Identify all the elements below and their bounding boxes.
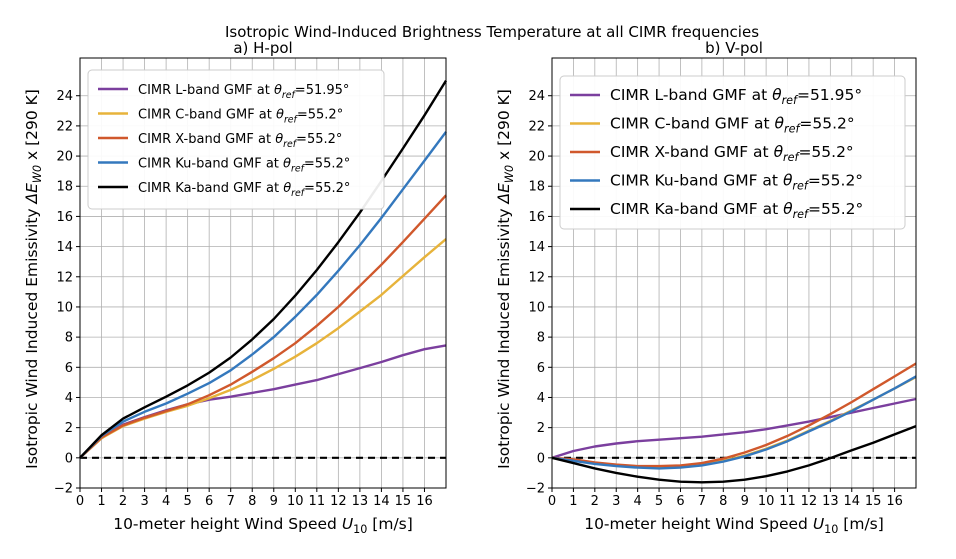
x-tick-label: 1 [97, 494, 105, 509]
x-tick-label: 4 [634, 494, 642, 509]
panel-title: a) H-pol [233, 39, 292, 57]
chart-legend: CIMR L-band GMF at θref=51.95° CIMR C-ban… [87, 69, 385, 210]
y-tick-label: 18 [528, 180, 545, 195]
y-tick-label: 2 [537, 421, 545, 436]
x-tick-label: 7 [227, 494, 235, 509]
x-tick-label: 1 [569, 494, 577, 509]
y-tick-label: 18 [56, 180, 73, 195]
x-tick-label: 2 [119, 494, 127, 509]
x-tick-label: 5 [655, 494, 663, 509]
series-line-c-band [79, 238, 447, 459]
y-tick-label: 12 [528, 270, 545, 285]
y-tick-label: 0 [537, 451, 545, 466]
y-tick-label: 24 [56, 89, 73, 104]
x-tick-label: 15 [395, 494, 412, 509]
x-tick-label: 11 [779, 494, 796, 509]
x-tick-label: 0 [548, 494, 556, 509]
panel-title: b) V-pol [705, 39, 763, 57]
x-tick-label: 4 [162, 494, 170, 509]
y-tick-label: 6 [65, 361, 73, 376]
series-line-l-band [551, 397, 917, 459]
y-tick-label: 12 [56, 270, 73, 285]
x-tick-label: 8 [719, 494, 727, 509]
y-tick-label: 24 [528, 89, 545, 104]
y-tick-label: 14 [528, 240, 545, 255]
chart-legend: CIMR L-band GMF at θref=51.95° CIMR C-ban… [559, 75, 906, 230]
series-line-c-band [551, 376, 917, 469]
x-tick-label: 3 [612, 494, 620, 509]
y-tick-label: 20 [528, 150, 545, 165]
y-tick-label: −2 [54, 482, 73, 497]
legend-entry-ka: CIMR Ka-band GMF at θref=55.2° [610, 200, 863, 221]
y-tick-label: 22 [56, 119, 73, 134]
x-tick-label: 16 [416, 494, 433, 509]
y-tick-label: 20 [56, 150, 73, 165]
chart-panel-h-pol: 0 1 2 3 4 5 6 7 8 9 10 11 12 13 14 15 16−202468101214161… [23, 39, 448, 536]
x-tick-label: 16 [886, 494, 903, 509]
y-tick-label: 16 [56, 210, 73, 225]
y-tick-label: 8 [65, 331, 73, 346]
y-tick-label: 16 [528, 210, 545, 225]
plot-frame [551, 57, 917, 489]
series-line-ka-band [551, 424, 917, 484]
series-line-ka-band [79, 79, 448, 459]
y-tick-label: 2 [65, 421, 73, 436]
x-tick-label: 11 [309, 494, 326, 509]
y-tick-label: 10 [56, 300, 73, 315]
x-tick-label: 5 [184, 494, 192, 509]
y-tick-label: 10 [528, 300, 545, 315]
x-tick-label: 13 [352, 494, 369, 509]
x-tick-label: 8 [248, 494, 256, 509]
x-tick-label: 0 [76, 494, 84, 509]
figure-suptitle: Isotropic Wind-Induced Brightness Temper… [225, 23, 759, 41]
x-tick-label: 14 [843, 494, 860, 509]
x-tick-label: 12 [801, 494, 818, 509]
series-line-ku-band [79, 131, 447, 459]
y-axis-label: Isotropic Wind Induced Emissivity ΔEW0 x… [23, 89, 44, 469]
x-tick-label: 7 [698, 494, 706, 509]
legend-entry-ku: CIMR Ku-band GMF at θref=55.2° [138, 157, 350, 175]
x-tick-label: 15 [865, 494, 882, 509]
x-axis-label: 10-meter height Wind Speed U10 [m/s] [584, 515, 884, 536]
x-tick-label: 2 [591, 494, 599, 509]
series-line-l-band [79, 344, 447, 459]
x-tick-label: 12 [330, 494, 347, 509]
y-tick-label: −2 [526, 482, 545, 497]
y-tick-label: 0 [65, 451, 73, 466]
x-tick-label: 9 [741, 494, 749, 509]
legend-entry-c: CIMR C-band GMF at θref=55.2° [138, 108, 343, 126]
legend-entry-ku: CIMR Ku-band GMF at θref=55.2° [610, 172, 863, 193]
series-line-x-band [79, 194, 447, 459]
x-tick-label: 6 [205, 494, 213, 509]
x-axis-label: 10-meter height Wind Speed U10 [m/s] [113, 515, 413, 536]
legend-box [87, 69, 385, 210]
x-tick-label: 13 [822, 494, 839, 509]
legend-entry-l: CIMR L-band GMF at θref=51.95° [610, 86, 862, 107]
series-line-x-band [551, 362, 917, 468]
y-axis-label: Isotropic Wind Induced Emissivity ΔEW0 x… [495, 89, 516, 469]
y-tick-label: 4 [537, 391, 545, 406]
chart-panel-v-pol: 0 1 2 3 4 5 6 7 8 9 10 11 12 13 14 15 16−202468101214161… [495, 39, 917, 536]
x-tick-label: 10 [758, 494, 775, 509]
x-tick-label: 14 [373, 494, 390, 509]
y-tick-label: 14 [56, 240, 73, 255]
x-tick-label: 10 [287, 494, 304, 509]
y-tick-label: 8 [537, 331, 545, 346]
y-tick-label: 4 [65, 391, 73, 406]
series-line-ku-band [551, 375, 917, 470]
y-tick-label: 22 [528, 119, 545, 134]
y-tick-label: 6 [537, 361, 545, 376]
x-tick-label: 3 [140, 494, 148, 509]
legend-entry-l: CIMR L-band GMF at θref=51.95° [138, 83, 349, 101]
legend-entry-x: CIMR X-band GMF at θref=55.2° [138, 132, 342, 150]
legend-entry-ka: CIMR Ka-band GMF at θref=55.2° [138, 181, 350, 199]
legend-entry-x: CIMR X-band GMF at θref=55.2° [610, 143, 854, 164]
x-tick-label: 9 [270, 494, 278, 509]
x-tick-label: 6 [676, 494, 684, 509]
legend-entry-c: CIMR C-band GMF at θref=55.2° [610, 115, 855, 136]
plot-frame [79, 57, 447, 489]
legend-box [559, 75, 906, 230]
